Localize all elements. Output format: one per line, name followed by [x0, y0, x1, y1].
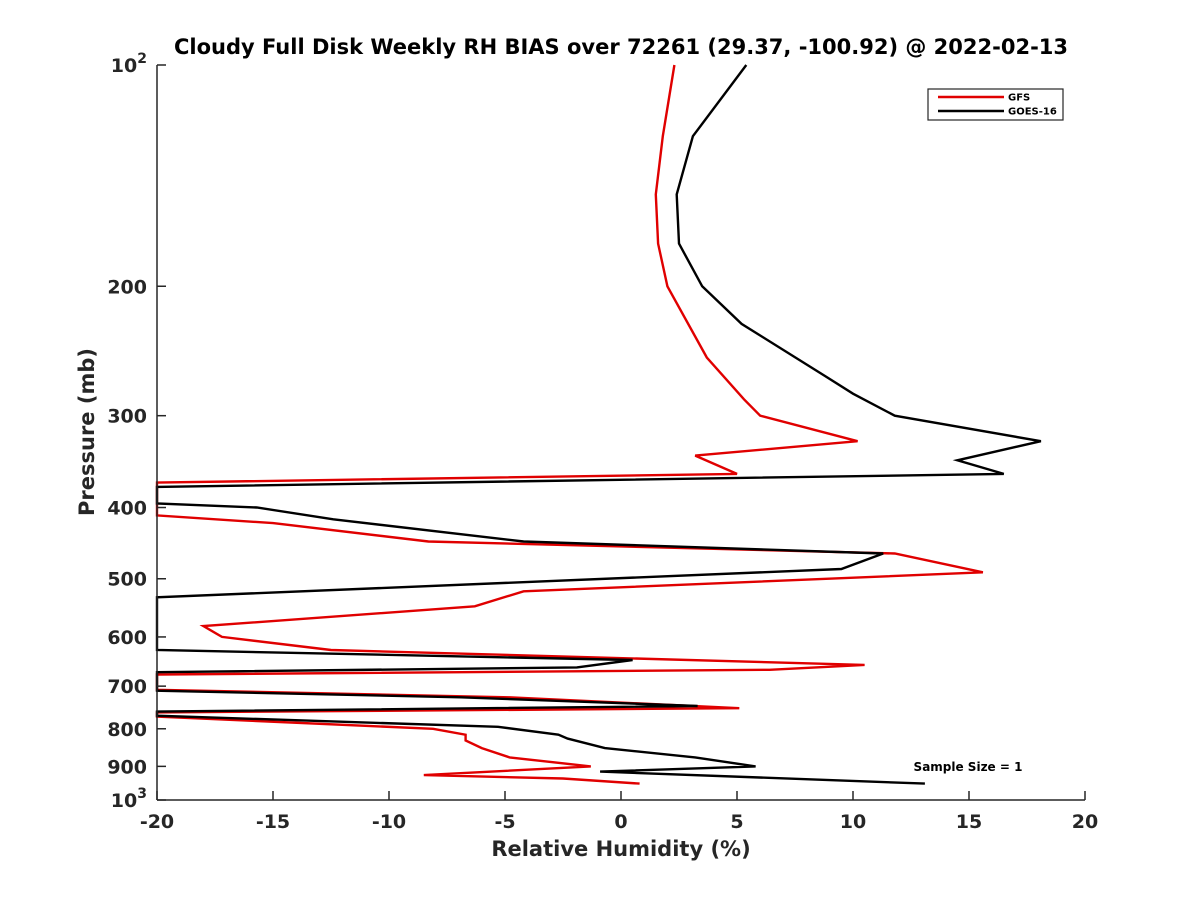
y-tick-label: 700 [107, 676, 147, 698]
series-line-1 [155, 64, 1042, 785]
y-tick-label: 200 [107, 276, 147, 298]
y-axis-label: Pressure (mb) [75, 348, 99, 516]
x-tick-label: 15 [956, 811, 982, 833]
axes [156, 65, 1085, 801]
x-tick-label: -5 [494, 811, 515, 833]
series-line-0 [155, 64, 984, 785]
legend-label-1: GOES-16 [1008, 107, 1057, 118]
x-tick-label: -15 [256, 811, 290, 833]
y-tick-label: 400 [107, 498, 147, 520]
x-tick-label: 0 [614, 811, 627, 833]
y-tick-label: 600 [107, 627, 147, 649]
legend: GFS GOES-16 [927, 88, 1064, 121]
legend-box [927, 88, 1064, 121]
y-tick-label: 900 [107, 756, 147, 778]
chart-title: Cloudy Full Disk Weekly RH BIAS over 722… [174, 35, 1068, 59]
x-tick-label: 5 [730, 811, 743, 833]
tick-layer: -20 -15 -10 -5 0 5 10 15 20 102 200 300 400 500 600 700… [107, 51, 1098, 833]
sample-size-note: Sample Size = 1 [914, 760, 1023, 774]
y-tick-label: 300 [107, 406, 147, 428]
y-tick-label: 103 [111, 786, 147, 812]
y-tick-label: 500 [107, 569, 147, 591]
x-tick-label: 10 [840, 811, 866, 833]
x-axis-label: Relative Humidity (%) [491, 837, 750, 861]
x-tick-label: -20 [140, 811, 174, 833]
y-tick-label: 102 [111, 51, 147, 77]
x-tick-label: -10 [372, 811, 406, 833]
y-tick-label: 800 [107, 719, 147, 741]
legend-label-0: GFS [1008, 93, 1030, 104]
x-tick-label: 20 [1072, 811, 1098, 833]
series-layer [155, 64, 1042, 785]
